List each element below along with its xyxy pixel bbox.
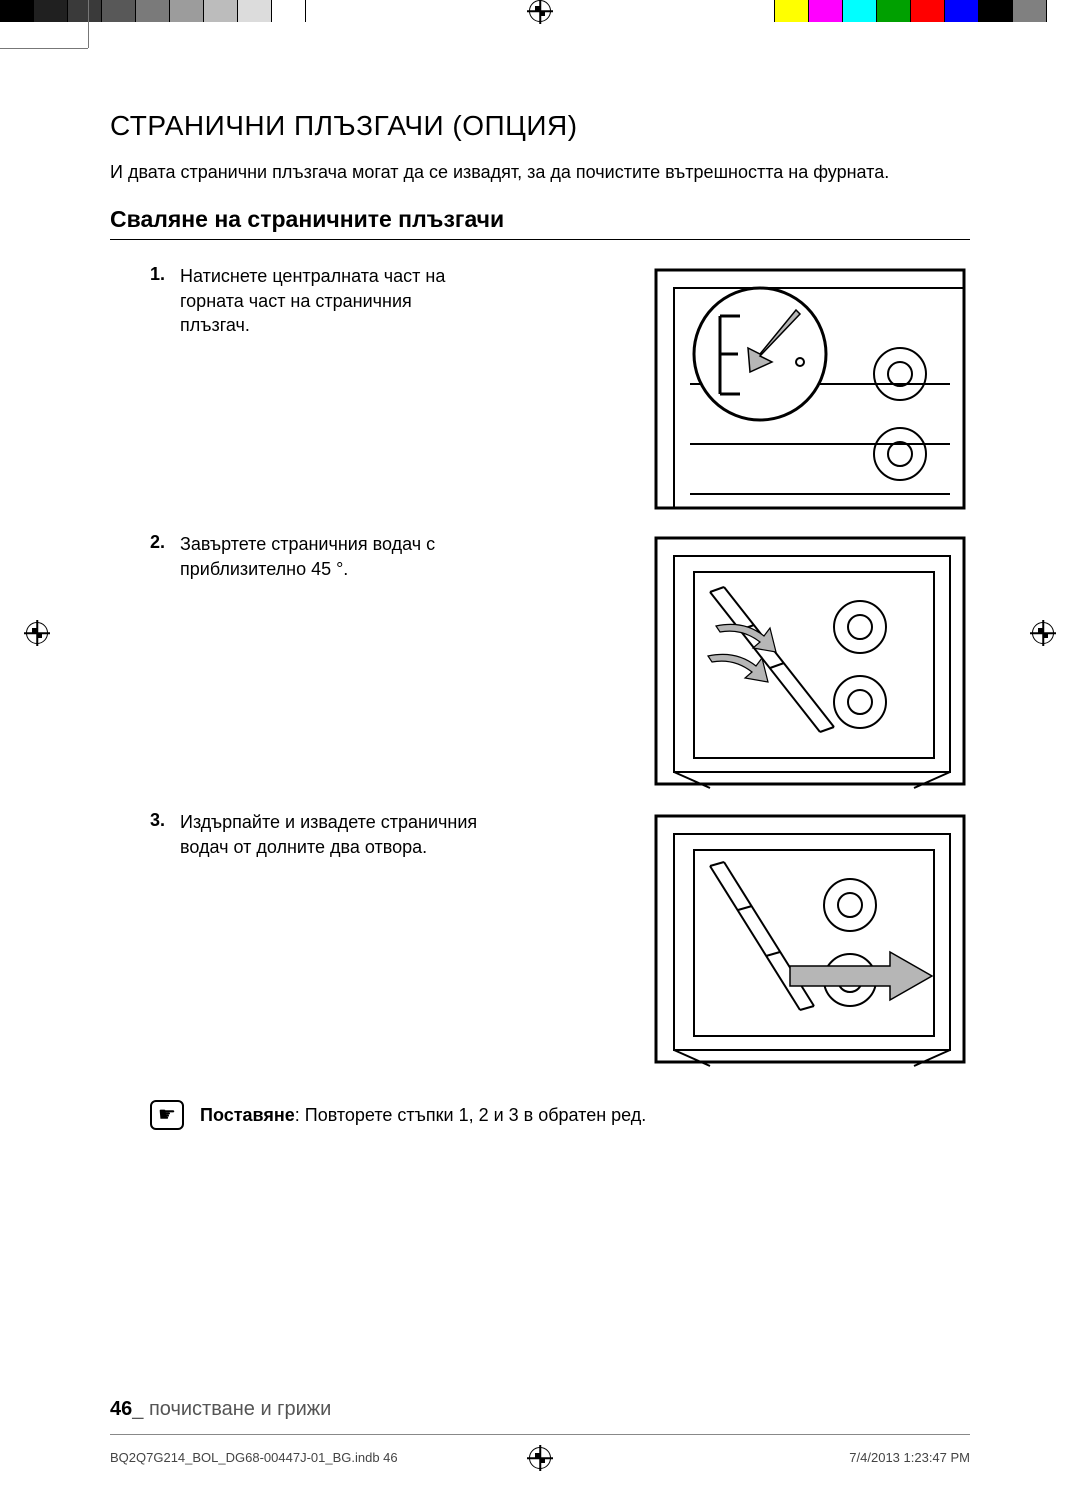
swatch <box>68 0 102 22</box>
footer-section-label: 46_ почистване и грижи <box>110 1398 970 1421</box>
step-figure <box>494 532 970 792</box>
swatch <box>204 0 238 22</box>
step-number: 3. <box>150 810 172 1070</box>
footer-rule <box>110 1434 970 1435</box>
swatch <box>238 0 272 22</box>
step-figure <box>494 264 970 514</box>
intro-paragraph: И двата странични плъзгача могат да се и… <box>110 160 970 184</box>
calibration-bar <box>0 0 1080 22</box>
print-footer-right: 7/4/2013 1:23:47 PM <box>849 1450 970 1465</box>
swatch <box>102 0 136 22</box>
grayscale-swatches <box>0 0 306 22</box>
oven-diagram-step3 <box>650 810 970 1070</box>
swatch <box>170 0 204 22</box>
registration-mark-top <box>527 0 553 24</box>
step-text-block: 2. Завъртете страничния водач с приблизи… <box>110 532 480 792</box>
step-number: 2. <box>150 532 172 792</box>
crop-mark <box>88 0 89 48</box>
note-icon: ☛ <box>150 1100 184 1130</box>
note-rest: : Повторете стъпки 1, 2 и 3 в обратен ре… <box>295 1105 647 1125</box>
registration-mark-left <box>24 620 50 646</box>
swatch <box>808 0 842 22</box>
oven-diagram-step1 <box>650 264 970 514</box>
swatch <box>978 0 1012 22</box>
step-text-block: 3. Издърпайте и извадете страничния вода… <box>110 810 480 1070</box>
color-swatches <box>774 0 1080 22</box>
oven-diagram-step2 <box>650 532 970 792</box>
swatch <box>774 0 808 22</box>
step-row: 2. Завъртете страничния водач с приблизи… <box>110 532 970 792</box>
note-text: Поставяне: Повторете стъпки 1, 2 и 3 в о… <box>200 1105 646 1126</box>
swatch <box>136 0 170 22</box>
swatch <box>0 0 34 22</box>
swatch <box>272 0 306 22</box>
swatch <box>876 0 910 22</box>
swatch <box>842 0 876 22</box>
page-number: 46 <box>110 1398 132 1420</box>
steps-list: 1. Натиснете централната част на горната… <box>110 264 970 1070</box>
step-text: Натиснете централната част на горната ча… <box>180 264 480 514</box>
note-row: ☛ Поставяне: Повторете стъпки 1, 2 и 3 в… <box>150 1100 970 1130</box>
swatch <box>910 0 944 22</box>
swatch <box>1012 0 1046 22</box>
registration-mark-right <box>1030 620 1056 646</box>
step-row: 1. Натиснете централната част на горната… <box>110 264 970 514</box>
step-row: 3. Издърпайте и извадете страничния вода… <box>110 810 970 1070</box>
swatch <box>1046 0 1080 22</box>
step-text: Завъртете страничния водач с приблизител… <box>180 532 480 792</box>
swatch <box>944 0 978 22</box>
step-number: 1. <box>150 264 172 514</box>
step-text-block: 1. Натиснете централната част на горната… <box>110 264 480 514</box>
section-title: СТРАНИЧНИ ПЛЪЗГАЧИ (ОПЦИЯ) <box>110 110 970 142</box>
step-figure <box>494 810 970 1070</box>
page-content: СТРАНИЧНИ ПЛЪЗГАЧИ (ОПЦИЯ) И двата стран… <box>110 110 970 1371</box>
calibration-spacer <box>306 0 774 22</box>
crop-mark <box>0 48 88 49</box>
step-text: Издърпайте и извадете страничния водач о… <box>180 810 480 1070</box>
swatch <box>34 0 68 22</box>
registration-mark-bottom <box>527 1445 553 1471</box>
note-bold: Поставяне <box>200 1105 295 1125</box>
footer-sep: _ <box>132 1398 149 1420</box>
print-footer-left: BQ2Q7G214_BOL_DG68-00447J-01_BG.indb 46 <box>110 1450 398 1465</box>
footer-chapter: почистване и грижи <box>149 1398 331 1420</box>
subsection-title: Сваляне на страничните плъзгачи <box>110 206 970 240</box>
